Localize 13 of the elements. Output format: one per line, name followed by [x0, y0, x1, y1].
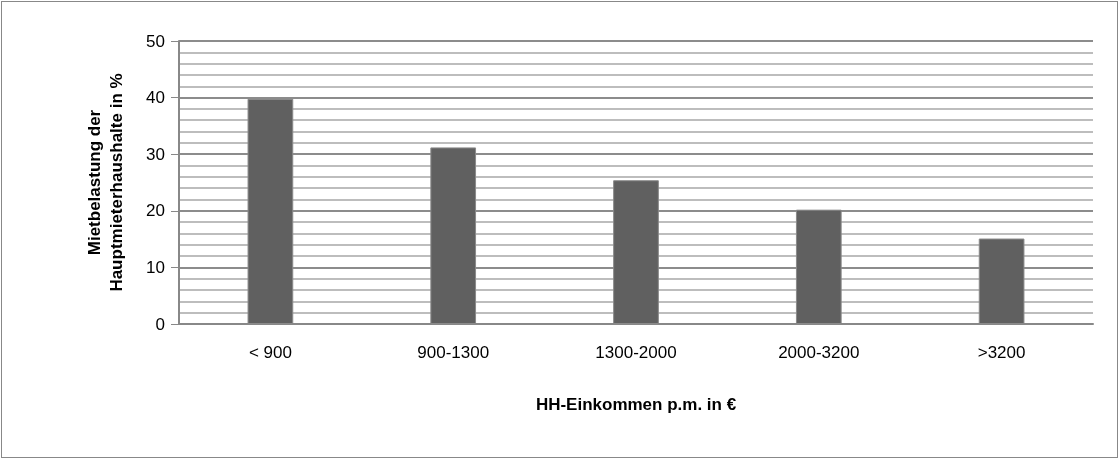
x-tick-label: 900-1300 — [417, 343, 490, 362]
y-axis-title: Mietbelastung der Hauptmieterhaushalte in % — [84, 73, 126, 292]
x-tick-label: 1300-2000 — [595, 343, 677, 362]
y-tick-label: 30 — [146, 144, 165, 164]
x-tick-label: < 900 — [248, 343, 292, 362]
y-tick-label: 0 — [155, 314, 165, 334]
y-tick-label: 50 — [146, 31, 165, 51]
x-tick-label: 2000-3200 — [778, 343, 860, 362]
y-tick-label: 10 — [146, 257, 165, 277]
x-tick-label: >3200 — [977, 343, 1026, 362]
x-axis-title: HH-Einkommen p.m. in € — [535, 395, 737, 414]
y-tick-label: 40 — [146, 88, 165, 108]
y-tick-label: 20 — [146, 201, 165, 221]
